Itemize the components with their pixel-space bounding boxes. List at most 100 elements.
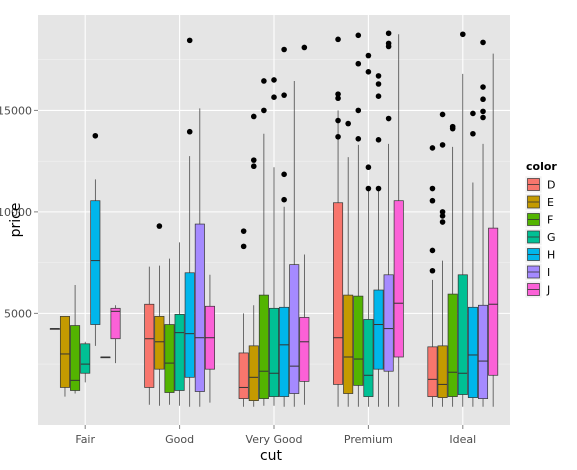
legend-label: J (546, 284, 550, 297)
box-very-good-F (258, 78, 269, 406)
legend-label: I (547, 266, 550, 279)
box (363, 319, 374, 397)
box (333, 202, 344, 385)
outlier-point (186, 37, 193, 44)
box (238, 352, 249, 399)
box-fair-D (49, 328, 60, 330)
outlier-point (335, 117, 341, 124)
box (70, 325, 81, 391)
box (194, 223, 205, 392)
outlier-point (365, 185, 372, 192)
box (174, 314, 185, 391)
box-very-good-G (268, 77, 280, 406)
box (248, 345, 259, 401)
outlier-point (281, 92, 287, 98)
outlier-point (480, 114, 486, 121)
outlier-point (375, 185, 382, 192)
box-very-good-D (238, 228, 249, 407)
outlier-point (449, 123, 456, 130)
outlier-point (301, 44, 308, 51)
box-premium-E (343, 120, 354, 407)
outlier-point (385, 115, 392, 122)
box-fair-J (110, 305, 121, 364)
box-good-I (194, 108, 205, 407)
box-premium-F (353, 32, 364, 407)
box (353, 295, 364, 386)
box (154, 316, 165, 370)
outlier-point (271, 77, 277, 83)
outlier-point (261, 107, 267, 114)
outlier-point (439, 209, 446, 215)
box-fair-E (59, 316, 70, 397)
legend-key-F: F (524, 210, 553, 229)
box (343, 294, 354, 394)
box-good-H (184, 37, 195, 407)
box (90, 200, 101, 325)
box-very-good-H (279, 46, 290, 407)
box (184, 272, 195, 378)
outlier-point (375, 137, 382, 143)
box-fair-I (100, 356, 111, 359)
outlier-point (156, 223, 163, 229)
outlier-point (281, 196, 287, 203)
box-premium-I (383, 30, 394, 407)
outlier-point (429, 247, 436, 254)
box (80, 343, 91, 374)
box-ideal-E (437, 111, 448, 407)
box (427, 346, 438, 397)
y-axis: 5000 10000 15000 (0, 104, 38, 320)
box-very-good-J (299, 44, 310, 405)
box-series (49, 30, 499, 407)
box-very-good-I (289, 80, 300, 407)
outlier-point (429, 145, 436, 151)
box (110, 307, 121, 340)
box-good-J (204, 274, 215, 403)
outlier-point (480, 39, 486, 46)
outlier-point (261, 78, 267, 84)
box-fair-H (90, 132, 101, 346)
y-tick-label: 5000 (4, 307, 32, 320)
x-axis-title: cut (260, 448, 283, 464)
y-tick-label: 10000 (0, 206, 32, 219)
outlier-point (92, 132, 99, 139)
box-ideal-H (467, 110, 478, 407)
legend-key-E: E (524, 193, 554, 211)
box (437, 345, 448, 398)
outlier-point (460, 31, 466, 38)
outlier-point (335, 95, 341, 102)
legend-label: D (547, 179, 555, 192)
y-tick-label: 15000 (0, 104, 32, 117)
outlier-point (250, 157, 257, 163)
box (289, 264, 300, 394)
box-ideal-I (478, 39, 489, 407)
box-fair-G (80, 341, 91, 383)
box (258, 294, 269, 399)
box-ideal-G (457, 31, 468, 407)
box-ideal-F (447, 123, 458, 407)
outlier-point (335, 133, 341, 140)
box-fair-F (70, 284, 81, 394)
outlier-point (470, 110, 476, 117)
box (467, 306, 478, 398)
box-premium-D (333, 36, 344, 407)
outlier-point (429, 197, 436, 204)
legend-key-J: J (524, 280, 550, 299)
legend-label: F (547, 214, 553, 227)
outlier-point (240, 228, 247, 234)
outlier-point (365, 164, 372, 171)
outlier-point (355, 32, 362, 39)
y-axis-title: price (8, 203, 24, 238)
box (393, 200, 404, 358)
outlier-point (429, 267, 436, 274)
legend-label: H (547, 249, 555, 262)
box (279, 306, 290, 397)
outlier-point (480, 84, 486, 90)
outlier-point (439, 213, 446, 219)
box (268, 307, 280, 397)
outlier-point (186, 128, 193, 135)
outlier-point (439, 111, 446, 118)
legend-key-G: G (524, 228, 556, 246)
box (488, 227, 499, 376)
box (299, 317, 310, 382)
